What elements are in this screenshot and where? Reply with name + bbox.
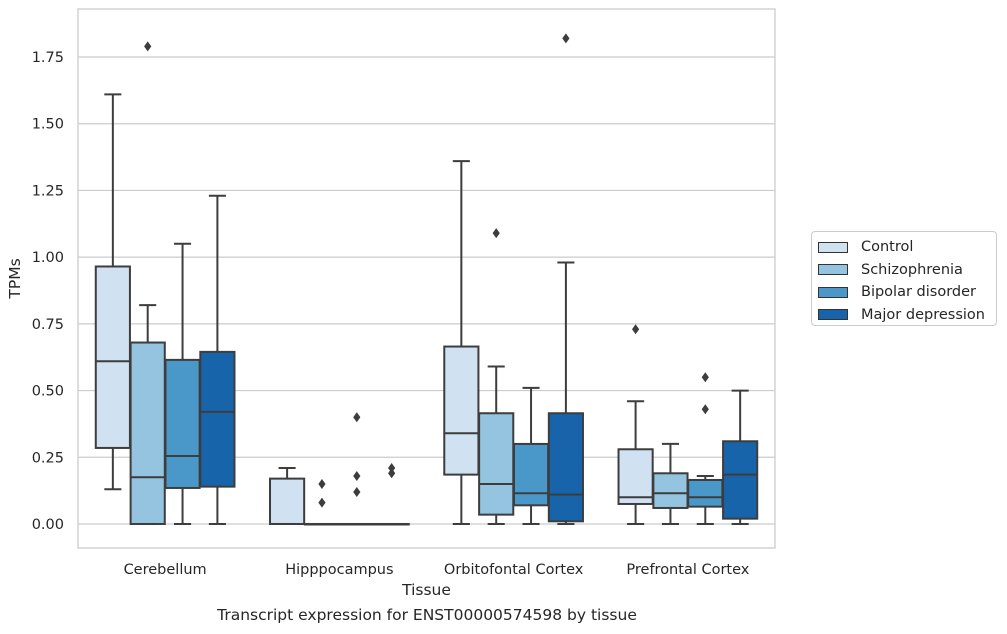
plot-frame — [77, 8, 776, 549]
x-tick-label: Cerebellum — [124, 562, 207, 578]
legend-swatch-control — [818, 241, 848, 253]
y-tick-label: 1.00 — [32, 250, 64, 266]
box-schizophrenia — [478, 412, 515, 516]
box-major-depression — [547, 412, 584, 523]
box-major-depression — [722, 440, 759, 520]
legend-item-schizophrenia: Schizophrenia — [818, 259, 996, 282]
y-axis-label: TPMs — [6, 258, 24, 299]
legend-item-control: Control — [818, 236, 996, 259]
box-control — [617, 448, 654, 505]
legend-swatch-bipolar-disorder — [818, 286, 848, 298]
x-tick-label: Prefrontal Cortex — [626, 562, 749, 578]
outlier-bipolar-disorder — [701, 404, 709, 415]
legend-item-bipolar-disorder: Bipolar disorder — [818, 281, 996, 304]
legend-label-schizophrenia: Schizophrenia — [861, 261, 963, 278]
legend-label-control: Control — [861, 239, 914, 256]
outlier-schizophrenia — [144, 41, 152, 52]
box-major-depression — [199, 350, 236, 488]
legend-label-bipolar-disorder: Bipolar disorder — [861, 284, 976, 301]
outlier-bipolar-disorder — [353, 486, 361, 497]
x-axis-label: Tissue — [401, 581, 451, 599]
y-tick-label: 0.50 — [32, 384, 64, 400]
y-tick-label: 0.00 — [32, 517, 64, 533]
outlier-major-depression — [388, 462, 396, 473]
x-tick-label: Hipppocampus — [285, 562, 393, 578]
outlier-control — [632, 324, 640, 335]
legend: Control Schizophrenia Bipolar disorder M… — [811, 231, 997, 326]
box-schizophrenia — [129, 341, 166, 525]
box-schizophrenia — [652, 472, 689, 509]
x-tick-label: Orbitofontal Cortex — [444, 562, 584, 578]
y-tick-label: 1.75 — [32, 50, 64, 66]
legend-swatch-schizophrenia — [818, 264, 848, 276]
box-control — [269, 477, 306, 525]
outlier-major-depression — [388, 468, 396, 479]
legend-item-major-depression: Major depression — [818, 304, 996, 327]
y-tick-label: 1.25 — [32, 183, 64, 199]
box-bipolar-disorder — [687, 478, 724, 508]
outlier-bipolar-disorder — [701, 372, 709, 383]
outlier-bipolar-disorder — [353, 412, 361, 423]
legend-label-major-depression: Major depression — [861, 306, 985, 323]
outlier-major-depression — [562, 33, 570, 44]
y-tick-label: 1.50 — [32, 117, 64, 133]
box-control — [94, 265, 131, 449]
outlier-schizophrenia — [318, 497, 326, 508]
outlier-schizophrenia — [318, 478, 326, 489]
box-bipolar-disorder — [164, 358, 201, 489]
outlier-bipolar-disorder — [353, 470, 361, 481]
outlier-schizophrenia — [492, 228, 500, 239]
box-bipolar-disorder — [512, 442, 550, 507]
legend-swatch-major-depression — [818, 309, 848, 321]
box-control — [443, 345, 480, 476]
y-tick-label: 0.75 — [32, 317, 64, 333]
figure-caption: Transcript expression for ENST0000057459… — [217, 606, 637, 624]
y-tick-label: 0.25 — [32, 450, 64, 466]
